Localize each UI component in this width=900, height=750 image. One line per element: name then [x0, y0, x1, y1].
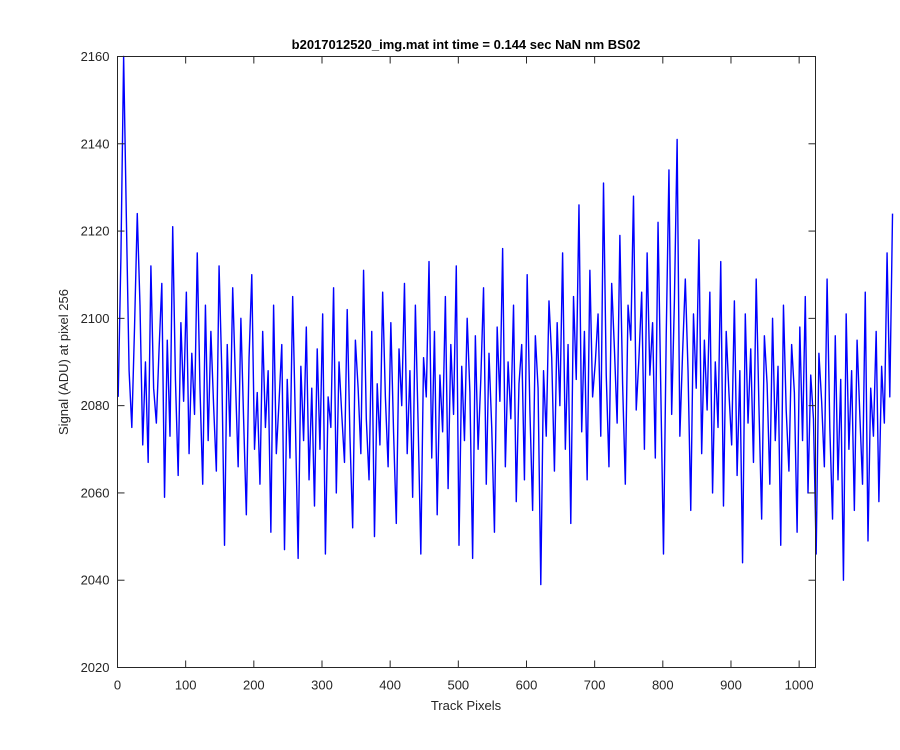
y-axis: 2020 2040 2060 2080 2100 2120 2140 2160 — [81, 49, 816, 675]
x-tick-label: 600 — [516, 678, 538, 693]
y-tick-label: 2100 — [81, 311, 110, 326]
x-tick-label: 500 — [447, 678, 469, 693]
series-line — [117, 55, 894, 586]
y-tick-label: 2040 — [81, 573, 110, 588]
x-tick-label: 0 — [114, 678, 121, 693]
x-axis-label: Track Pixels — [431, 698, 502, 713]
x-tick-label: 300 — [311, 678, 333, 693]
x-tick-label: 200 — [243, 678, 265, 693]
y-tick-label: 2140 — [81, 136, 110, 151]
x-tick-label: 100 — [175, 678, 197, 693]
y-axis-label: Signal (ADU) at pixel 256 — [56, 289, 71, 435]
x-tick-label: 1000 — [785, 678, 814, 693]
x-tick-label: 900 — [720, 678, 742, 693]
x-tick-label: 700 — [584, 678, 606, 693]
x-axis: 0 100 200 300 400 500 600 700 800 900 1000 — [114, 56, 814, 693]
y-tick-label: 2160 — [81, 49, 110, 64]
chart-title: b2017012520_img.mat int time = 0.144 sec… — [292, 37, 641, 52]
y-tick-label: 2020 — [81, 660, 110, 675]
x-tick-label: 800 — [652, 678, 674, 693]
y-tick-label: 2120 — [81, 224, 110, 239]
axes-box — [117, 56, 816, 668]
y-tick-label: 2080 — [81, 398, 110, 413]
x-tick-label: 400 — [379, 678, 401, 693]
y-tick-label: 2060 — [81, 485, 110, 500]
series-layer — [117, 55, 894, 586]
